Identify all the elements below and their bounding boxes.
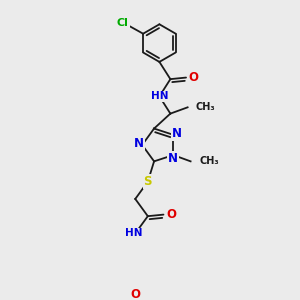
Text: HN: HN	[151, 92, 168, 101]
Text: O: O	[166, 208, 176, 221]
Text: Cl: Cl	[117, 18, 129, 28]
Text: CH₃: CH₃	[195, 102, 215, 112]
Text: O: O	[130, 288, 140, 300]
Text: N: N	[172, 127, 182, 140]
Text: CH₃: CH₃	[200, 156, 220, 166]
Text: N: N	[134, 137, 144, 150]
Text: O: O	[189, 71, 199, 84]
Text: HN: HN	[125, 228, 142, 239]
Text: N: N	[168, 152, 178, 165]
Text: S: S	[144, 175, 152, 188]
